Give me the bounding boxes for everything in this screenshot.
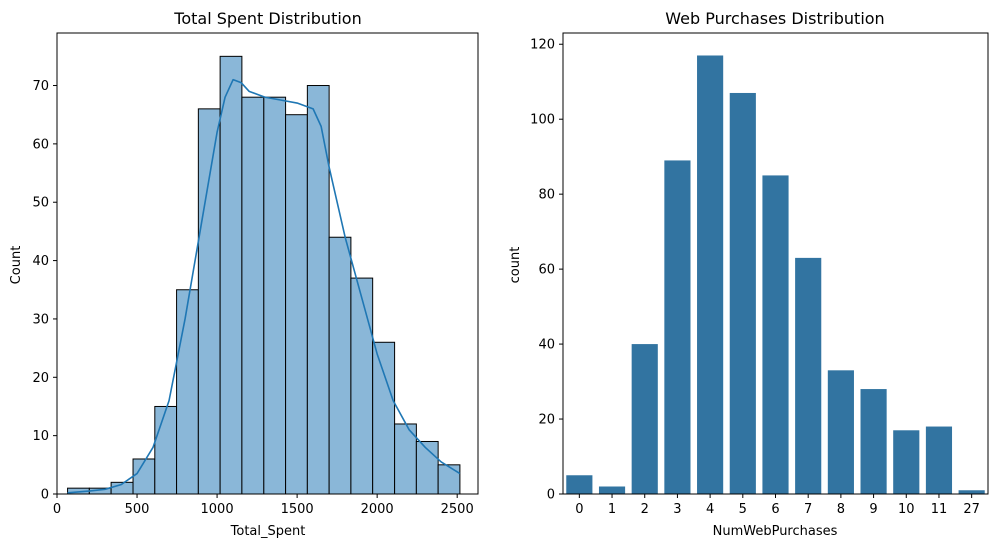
bar [925,426,953,494]
x-tick-label: 7 [804,502,812,517]
histogram-bar [263,96,287,495]
histogram-bar [241,96,265,495]
y-tick-label: 50 [32,196,49,211]
bar [958,490,985,494]
y-tick-label: 100 [530,113,555,128]
bar [729,92,756,495]
chart-title: Web Purchases Distribution [665,9,884,28]
x-tick-label: 1000 [201,502,234,517]
x-tick-label: 1500 [281,502,314,517]
histogram-bar [132,458,156,495]
y-tick-label: 0 [547,488,555,503]
x-tick-label: 0 [53,502,61,517]
y-tick-label: 20 [32,371,49,386]
kde-line [67,78,461,494]
y-tick-label: 60 [538,263,555,278]
histogram-bar [219,55,243,495]
bar [631,344,658,494]
x-tick-label: 9 [869,502,877,517]
x-tick-label: 0 [575,502,583,517]
histogram-bar [197,108,221,495]
histogram-bar [285,114,308,495]
y-tick-label: 120 [530,38,555,53]
bar [860,389,887,494]
x-tick-label: 6 [771,502,779,517]
bar [566,475,593,494]
bar [664,160,691,494]
bar [893,430,920,494]
x-tick-label: 2000 [361,502,394,517]
histogram-bar [372,341,396,495]
plot-area: 0 500 1000 1500 2000 2500 0 10 20 30 40 50 60 70 [32,32,479,517]
bar [762,175,789,494]
y-tick-label: 80 [538,188,555,203]
x-tick-label: 4 [706,502,714,517]
y-tick-label: 20 [538,413,555,428]
bar [827,370,854,494]
x-tick-label: 500 [125,502,150,517]
y-tick-label: 0 [41,488,49,503]
x-tick-label: 10 [898,502,915,517]
x-tick-label: 3 [673,502,681,517]
bar [598,486,626,494]
x-tick-label: 27 [963,502,980,517]
x-tick-label: 5 [739,502,747,517]
x-tick-label: 1 [608,502,616,517]
bar [795,257,822,494]
histogram-panel: Total Spent Distribution 0 500 1000 1500 200… [9,9,479,539]
chart-title: Total Spent Distribution [173,9,361,28]
bar-panel: Web Purchases Distribution 0 1 2 3 4 5 6 7 8 9 10 1… [508,9,989,539]
histogram-bar [176,289,199,495]
axes-frame [56,32,479,495]
x-axis-label: NumWebPurchases [713,524,838,539]
histogram-bar [154,405,178,495]
plot-area: 0 1 2 3 4 5 6 7 8 9 10 11 27 0 20 40 60 80 100 120 [530,32,989,517]
x-tick-label: 2 [641,502,649,517]
y-tick-label: 70 [32,79,49,94]
histogram-bar [437,464,461,495]
y-tick-label: 40 [32,254,49,269]
histogram-bar [328,236,352,495]
bar [697,55,724,495]
x-tick-label: 2500 [441,502,474,517]
y-axis-label: count [508,247,523,284]
x-tick-label: 8 [837,502,845,517]
histogram-bar [350,277,374,495]
x-axis-label: Total_Spent [230,524,306,539]
y-tick-label: 40 [538,338,555,353]
y-tick-label: 30 [32,312,49,327]
y-tick-label: 60 [32,137,49,152]
y-axis-label: Count [9,246,24,285]
x-tick-label: 11 [931,502,948,517]
y-tick-label: 10 [32,429,49,444]
